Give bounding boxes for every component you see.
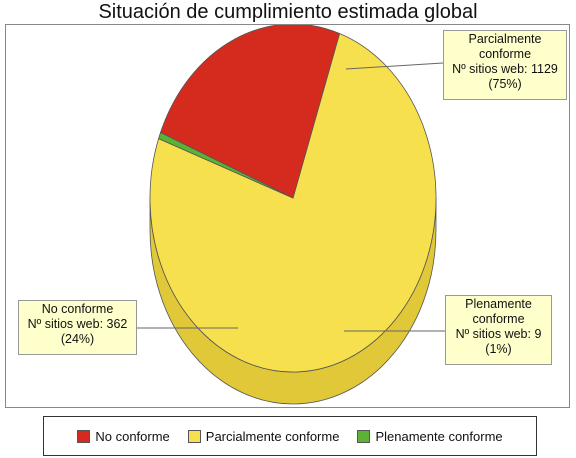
pie-slice-no-conforme: [160, 25, 341, 199]
plot-area: Parcialmente conforme Nº sitios web: 112…: [5, 24, 570, 408]
leader-line-parcialmente-conforme: [345, 62, 444, 70]
callout-line: Nº sitios web: 362: [27, 317, 128, 331]
callout-plenamente-conforme: Plenamente conforme Nº sitios web: 9 (1%…: [445, 295, 552, 365]
callout-parcialmente-conforme: Parcialmente conforme Nº sitios web: 112…: [443, 30, 567, 100]
callout-line: (1%): [485, 342, 512, 356]
legend-item-parcialmente-conforme: Parcialmente conforme: [187, 428, 340, 444]
legend-item-no-conforme: No conforme: [77, 428, 170, 444]
legend-label: Plenamente conforme: [375, 428, 503, 444]
callout-line: Plenamente: [465, 297, 532, 311]
legend-swatch: [357, 429, 371, 443]
pie-slice-parcialmente-conforme: [149, 32, 437, 373]
legend-item-plenamente-conforme: Plenamente conforme: [357, 428, 503, 444]
callout-line: Parcialmente: [468, 32, 542, 46]
callout-line: (24%): [60, 332, 95, 346]
legend-swatch: [187, 429, 201, 443]
callout-line: Nº sitios web: 9: [455, 327, 542, 341]
callout-line: conforme: [478, 47, 532, 61]
callout-no-conforme: No conforme Nº sitios web: 362 (24%): [18, 300, 137, 355]
callout-line: Nº sitios web: 1129: [452, 62, 558, 76]
legend-swatch: [77, 429, 91, 443]
legend-label: No conforme: [95, 428, 170, 444]
callout-line: (75%): [488, 77, 522, 91]
pie-slice-plenamente-conforme: [158, 131, 294, 199]
callout-line: conforme: [472, 312, 525, 326]
pie-chart: [137, 25, 445, 405]
legend-label: Parcialmente conforme: [205, 428, 340, 444]
legend: No conforme Parcialmente conforme Plenam…: [43, 416, 537, 456]
callout-line: No conforme: [41, 302, 114, 316]
chart-title: Situación de cumplimiento estimada globa…: [98, 1, 478, 23]
